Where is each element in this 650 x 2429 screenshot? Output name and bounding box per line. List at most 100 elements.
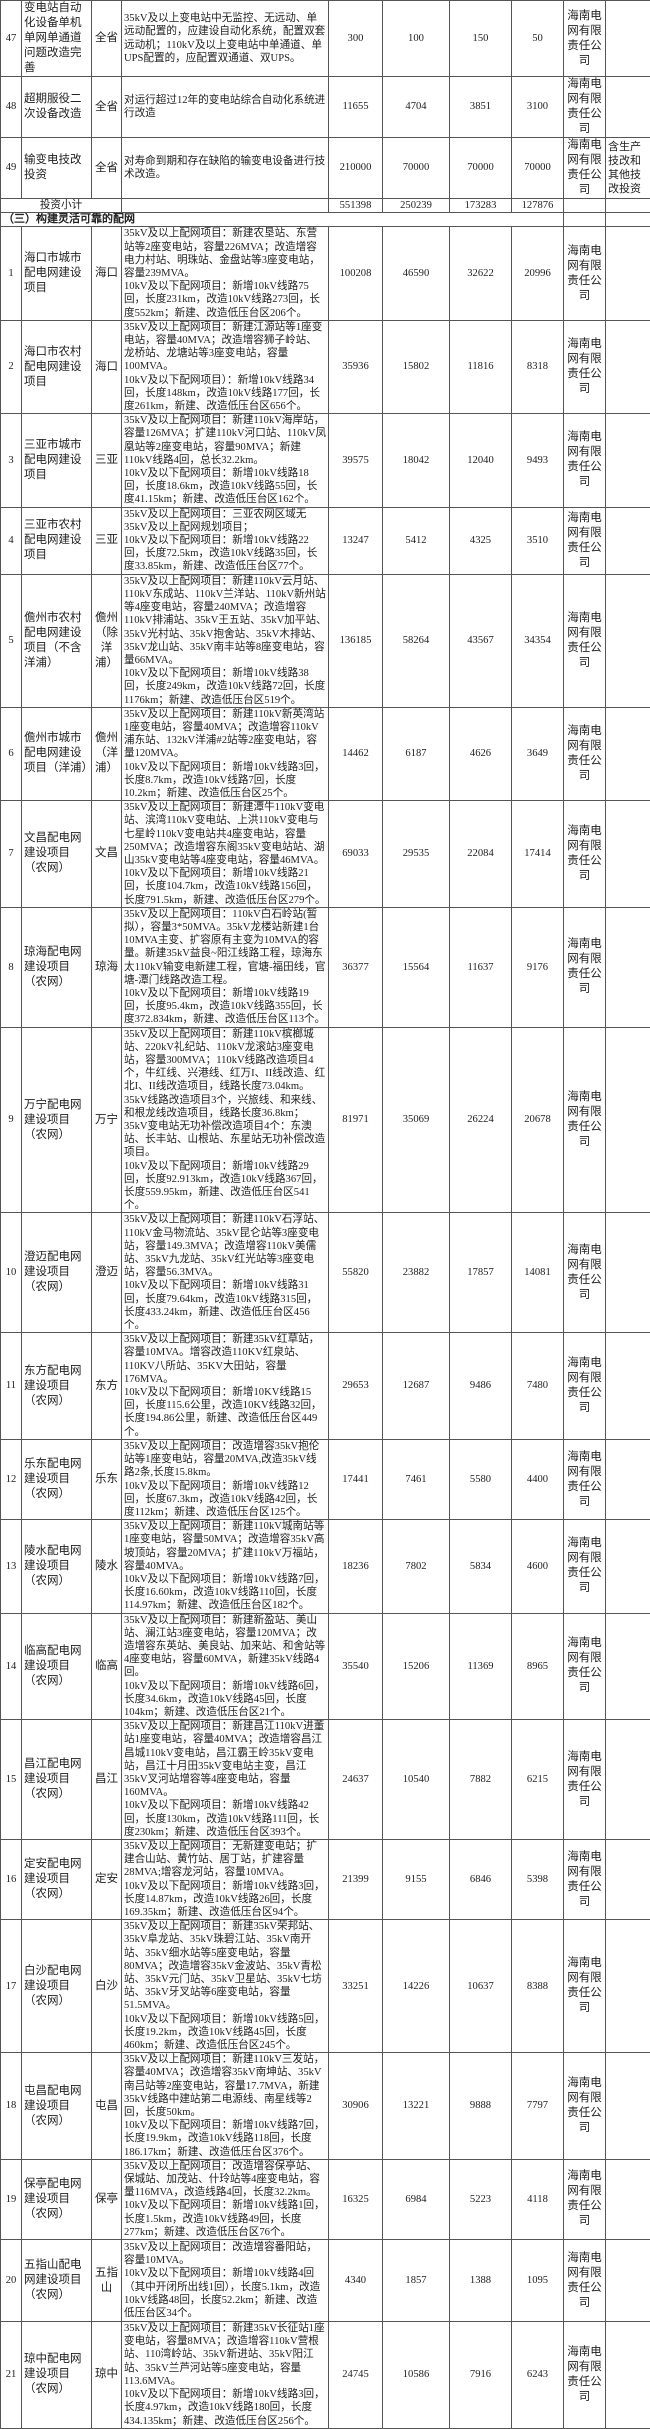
project-name: 屯昌配电网建设项目（农网） xyxy=(22,2053,92,2160)
investment-year-2: 32622 xyxy=(450,227,512,320)
investment-year-3: 5398 xyxy=(512,1839,564,1919)
investment-year-1: 1857 xyxy=(383,2240,450,2322)
row-number: 9 xyxy=(1,1027,22,1213)
total-investment: 33251 xyxy=(329,1920,383,2053)
responsible-company: 海南电网有限责任公司 xyxy=(564,1839,606,1919)
investment-year-2: 10637 xyxy=(450,1920,512,2053)
project-name: 东方配电网建设项目（农网） xyxy=(22,1333,92,1440)
investment-year-1: 10586 xyxy=(383,2322,450,2429)
project-description: 35kV及以上配网项目：新建110kV槟榔城站、220kV礼纪站、110kV龙滚… xyxy=(122,1027,329,1213)
investment-year-3: 20996 xyxy=(512,227,564,320)
project-location: 乐东 xyxy=(92,1439,122,1519)
subtotal-blank xyxy=(564,199,606,213)
investment-year-3: 8965 xyxy=(512,1613,564,1720)
project-location: 三亚 xyxy=(92,507,122,574)
remarks xyxy=(606,1333,650,1440)
total-investment: 55820 xyxy=(329,1213,383,1333)
section-blank xyxy=(606,213,650,227)
responsible-company: 海南电网有限责任公司 xyxy=(564,1027,606,1213)
project-name: 超期服役二次设备改造 xyxy=(22,77,92,138)
responsible-company: 海南电网有限责任公司 xyxy=(564,2322,606,2429)
total-investment: 14462 xyxy=(329,707,383,800)
investment-year-1: 4704 xyxy=(383,77,450,138)
investment-year-3: 4118 xyxy=(512,2159,564,2239)
total-investment: 69033 xyxy=(329,801,383,908)
total-investment: 18236 xyxy=(329,1520,383,1613)
project-name: 三亚市城市配电网建设项目 xyxy=(22,414,92,507)
investment-year-1: 58264 xyxy=(383,574,450,707)
investment-year-3: 3510 xyxy=(512,507,564,574)
project-location: 全省 xyxy=(92,77,122,138)
row-number: 4 xyxy=(1,507,22,574)
remarks xyxy=(606,507,650,574)
investment-year-3: 8318 xyxy=(512,320,564,413)
subtotal-blank xyxy=(122,199,329,213)
subtotal-label: 投资小计 xyxy=(1,199,122,213)
row-number: 15 xyxy=(1,1720,22,1840)
remarks xyxy=(606,2053,650,2160)
total-investment: 35540 xyxy=(329,1613,383,1720)
investment-year-2: 12040 xyxy=(450,414,512,507)
project-name: 琼海配电网建设项目（农网） xyxy=(22,907,92,1027)
total-investment: 35936 xyxy=(329,320,383,413)
responsible-company: 海南电网有限责任公司 xyxy=(564,2053,606,2160)
project-description: 35kV及以上配网项目：改造增容35kV抱伦站等1座变电站，容量20MVA,改造… xyxy=(122,1439,329,1519)
subtotal-year-1: 250239 xyxy=(383,199,450,213)
investment-year-3: 50 xyxy=(512,1,564,77)
row-number: 18 xyxy=(1,2053,22,2160)
total-investment: 136185 xyxy=(329,574,383,707)
investment-year-2: 11369 xyxy=(450,1613,512,1720)
remarks xyxy=(606,801,650,908)
responsible-company: 海南电网有限责任公司 xyxy=(564,1613,606,1720)
total-investment: 100208 xyxy=(329,227,383,320)
investment-year-1: 6187 xyxy=(383,707,450,800)
remarks xyxy=(606,320,650,413)
investment-year-3: 6243 xyxy=(512,2322,564,2429)
project-name: 儋州市城市配电网建设项目（洋浦） xyxy=(22,707,92,800)
project-description: 35kV及以上配网项目：110kV白石岭站(暂拟），容量3*50MVA。35kV… xyxy=(122,907,329,1027)
project-description: 35kV及以上配网项目：新建潭牛110kV变电站、滨湾110kV变电站、上洪11… xyxy=(122,801,329,908)
investment-year-3: 20678 xyxy=(512,1027,564,1213)
remarks xyxy=(606,414,650,507)
investment-year-3: 8388 xyxy=(512,1920,564,2053)
remarks xyxy=(606,1920,650,2053)
total-investment: 210000 xyxy=(329,138,383,199)
investment-year-1: 5412 xyxy=(383,507,450,574)
investment-year-3: 9176 xyxy=(512,907,564,1027)
responsible-company: 海南电网有限责任公司 xyxy=(564,2240,606,2322)
row-number: 21 xyxy=(1,2322,22,2429)
responsible-company: 海南电网有限责任公司 xyxy=(564,907,606,1027)
project-description: 35kV及以上配网项目：改造增容番阳站，容量10MVA。 10kV及以下配网项目… xyxy=(122,2240,329,2322)
investment-year-1: 13221 xyxy=(383,2053,450,2160)
project-location: 三亚 xyxy=(92,414,122,507)
project-description: 35kV及以上配网项目：新建35kV长征站1座变电站，容量8MVA；改造增容11… xyxy=(122,2322,329,2429)
responsible-company: 海南电网有限责任公司 xyxy=(564,1439,606,1519)
investment-year-2: 4325 xyxy=(450,507,512,574)
row-number: 7 xyxy=(1,801,22,908)
investment-year-3: 7797 xyxy=(512,2053,564,2160)
project-name: 变电站自动化设备单机单网单通道问题改造完善 xyxy=(22,1,92,77)
project-description: 35kV及以上配网项目：新建新盈站、美山站、澜江站3座变电站，容量120MVA；… xyxy=(122,1613,329,1720)
project-description: 35kV及以上配网项目：新建35kV红草站，容量10MVA。增容改造110KV红… xyxy=(122,1333,329,1440)
investment-year-2: 5580 xyxy=(450,1439,512,1519)
subtotal-year-3: 127876 xyxy=(512,199,564,213)
total-investment: 24745 xyxy=(329,2322,383,2429)
row-number: 20 xyxy=(1,2240,22,2322)
investment-year-2: 17857 xyxy=(450,1213,512,1333)
row-number: 3 xyxy=(1,414,22,507)
responsible-company: 海南电网有限责任公司 xyxy=(564,507,606,574)
investment-year-3: 70000 xyxy=(512,138,564,199)
project-location: 全省 xyxy=(92,1,122,77)
investment-year-3: 3649 xyxy=(512,707,564,800)
section-row: （三）构建灵活可靠的配网 xyxy=(1,213,650,227)
